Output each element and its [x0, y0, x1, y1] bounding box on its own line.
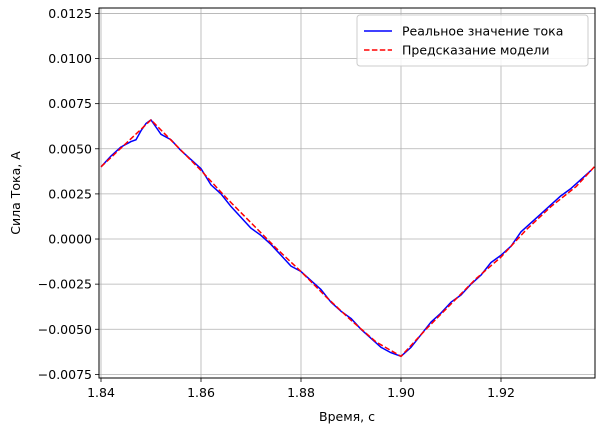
plot-frame — [98, 7, 596, 379]
y-tick-label: 0.0075 — [48, 96, 92, 111]
x-tick-label: 1.92 — [487, 385, 515, 400]
legend-label-model: Предсказание модели — [402, 43, 550, 58]
y-tick-label: 0.0025 — [48, 186, 92, 201]
x-axis-label: Время, с — [319, 409, 375, 424]
legend-box — [356, 14, 589, 67]
y-tick-label: 0.0000 — [48, 232, 92, 247]
y-tick-label: 0.0125 — [48, 6, 92, 21]
x-tick-label: 1.88 — [287, 385, 315, 400]
x-tick-label: 1.86 — [187, 385, 215, 400]
x-tick-label: 1.90 — [387, 385, 415, 400]
series-lines — [100, 119, 595, 358]
grid-lines — [99, 8, 595, 378]
series-line-model-prediction — [100, 119, 595, 358]
legend-label-real: Реальное значение тока — [402, 24, 563, 39]
y-tick-label: −0.0075 — [38, 367, 92, 382]
y-tick-label: −0.0025 — [38, 277, 92, 292]
y-tick-label: −0.0050 — [38, 322, 92, 337]
x-tick-label: 1.84 — [87, 385, 115, 400]
legend: Реальное значение тока Предсказание моде… — [356, 14, 589, 67]
axis-ticks: 1.84 1.86 1.88 1.90 1.92 −0.0075 −0.0050 −0.002… — [38, 6, 515, 400]
y-tick-label: 0.0100 — [48, 51, 92, 66]
y-axis-label: Сила Тока, А — [8, 151, 23, 235]
y-tick-label: 0.0050 — [48, 141, 92, 156]
